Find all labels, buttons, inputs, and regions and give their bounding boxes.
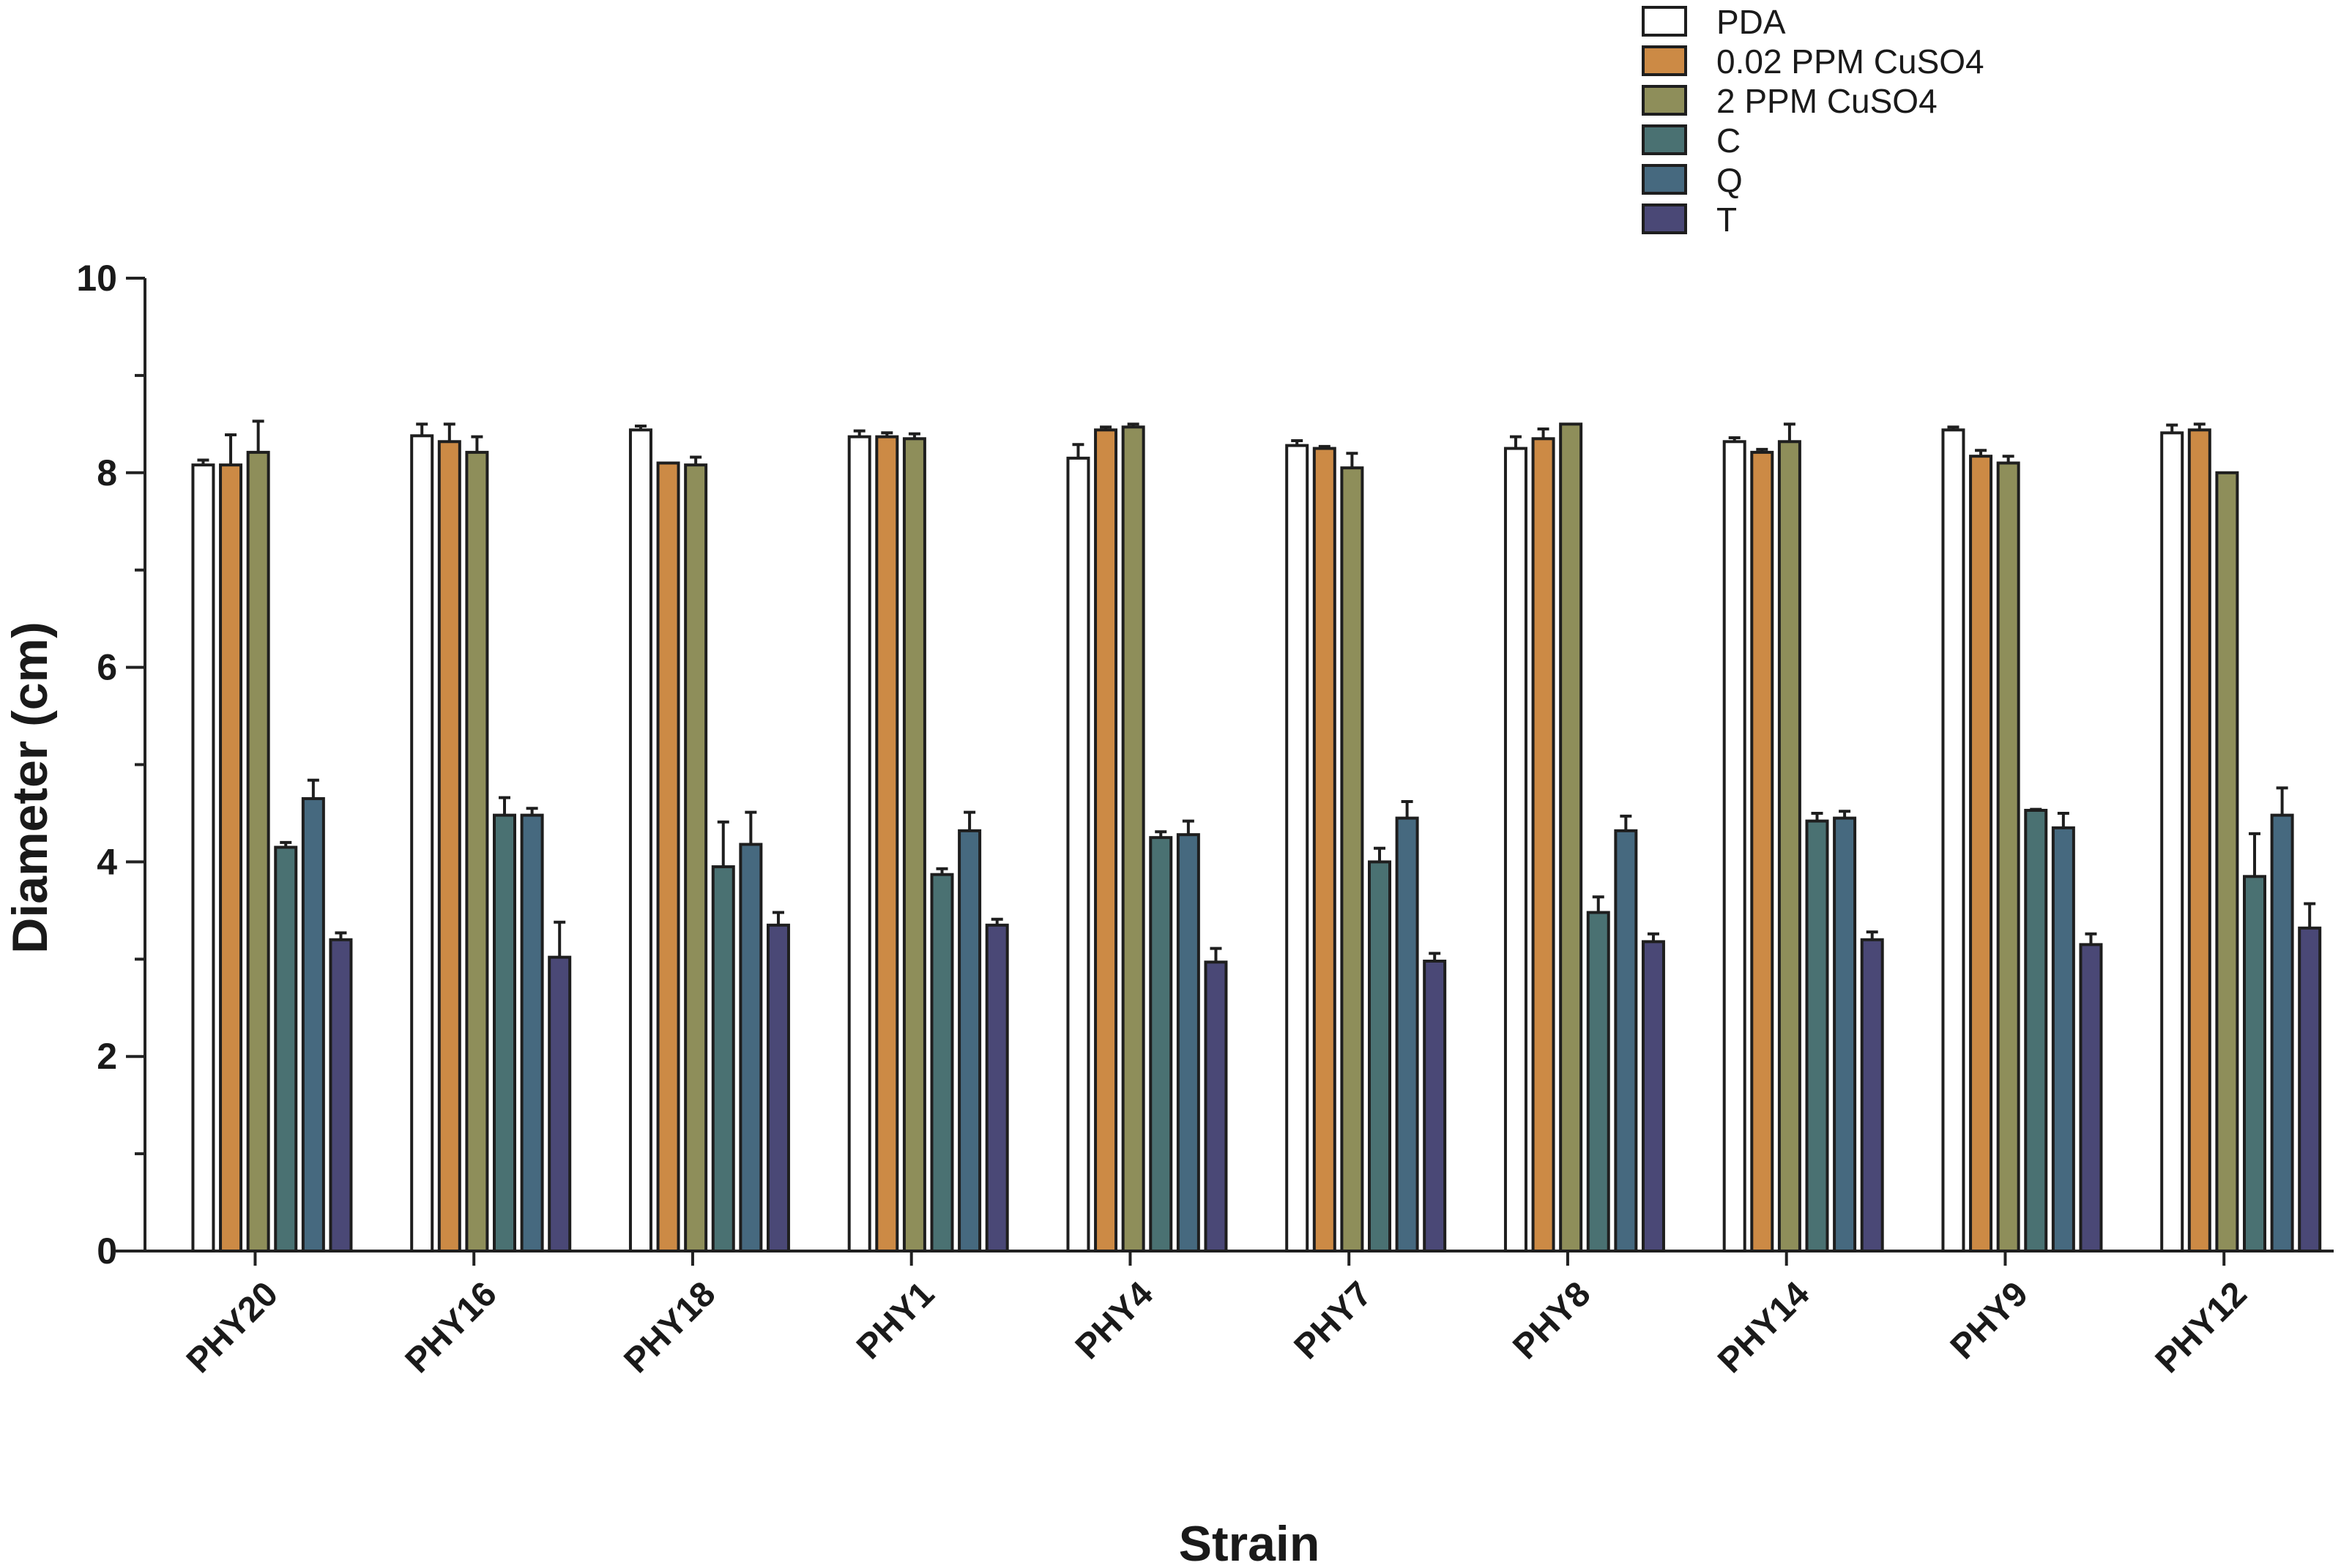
bar — [274, 845, 298, 1252]
x-tick-label: PHY14 — [1711, 1274, 1817, 1381]
x-tick-label: PHY18 — [617, 1274, 723, 1381]
bar — [2187, 428, 2211, 1252]
bar — [1941, 428, 1965, 1252]
x-axis-title: Strain — [1179, 1516, 1320, 1568]
bar — [1860, 938, 1884, 1252]
bar — [2298, 926, 2322, 1252]
bar — [1969, 455, 1993, 1252]
legend-label: C — [1716, 122, 1741, 160]
y-axis: 0 2 4 6 8 10 — [76, 258, 146, 1272]
bar — [1340, 466, 1364, 1252]
legend-swatch — [1642, 6, 1687, 37]
y-axis-title: Diameter (cm) — [2, 621, 58, 954]
y-tick-label: 8 — [97, 452, 117, 493]
x-tick-label: PHY4 — [1068, 1274, 1161, 1367]
bar — [1777, 440, 1801, 1252]
bar — [1395, 816, 1419, 1252]
bar — [2024, 808, 2048, 1252]
legend-swatch — [1642, 45, 1687, 76]
legend-swatch — [1642, 85, 1687, 116]
bar — [2243, 875, 2267, 1252]
legend-swatch — [1642, 124, 1687, 155]
bar — [329, 938, 353, 1252]
bar — [958, 829, 982, 1252]
legend-swatch — [1642, 164, 1687, 195]
bar — [1423, 959, 1447, 1252]
legend-label: 0.02 PPM CuSO4 — [1716, 42, 1984, 81]
bar — [1285, 444, 1309, 1252]
bar — [1833, 816, 1857, 1252]
legend-label: 2 PPM CuSO4 — [1716, 82, 1938, 120]
bar — [219, 463, 243, 1253]
bar — [847, 435, 871, 1253]
y-tick-label: 10 — [76, 258, 117, 299]
bar — [985, 923, 1009, 1253]
x-tick-label: PHY16 — [398, 1274, 505, 1381]
bar — [1586, 911, 1610, 1253]
bar — [711, 865, 735, 1253]
bar — [1204, 960, 1228, 1252]
bar — [902, 437, 926, 1252]
legend-label: PDA — [1716, 3, 1786, 41]
bar — [1176, 833, 1200, 1252]
bar — [684, 463, 708, 1253]
x-tick-label: PHY9 — [1943, 1274, 2036, 1367]
bar — [246, 450, 270, 1252]
bar — [1531, 437, 1555, 1252]
bar — [548, 955, 572, 1252]
x-tick-label: PHY8 — [1506, 1274, 1598, 1367]
bar-series-group — [191, 419, 2322, 1253]
bar — [628, 428, 652, 1252]
x-tick-label: PHY12 — [2148, 1274, 2255, 1381]
bar — [301, 797, 325, 1252]
bar — [766, 923, 790, 1253]
bar — [2051, 826, 2075, 1252]
bar — [1312, 447, 1336, 1253]
y-tick-label: 6 — [97, 647, 117, 688]
bar — [930, 873, 954, 1252]
bar — [465, 450, 489, 1252]
bar — [1094, 428, 1118, 1252]
bar — [2270, 813, 2294, 1253]
bar — [1121, 425, 1145, 1252]
bar — [191, 463, 215, 1253]
bar — [1559, 422, 1583, 1252]
bar — [2160, 431, 2184, 1252]
bar — [2079, 943, 2103, 1252]
bar — [1066, 456, 1090, 1252]
legend-label: Q — [1716, 161, 1743, 199]
y-tick-label: 0 — [97, 1231, 117, 1272]
bar — [437, 440, 461, 1252]
bar — [1805, 819, 1829, 1253]
legend-label: T — [1716, 201, 1737, 239]
bar — [520, 813, 544, 1253]
bar — [493, 813, 517, 1253]
x-tick-label: PHY1 — [849, 1274, 942, 1367]
bar — [1750, 450, 1774, 1252]
bar — [2215, 471, 2239, 1252]
bar — [1149, 836, 1173, 1253]
bar — [1614, 829, 1638, 1252]
bar — [410, 434, 434, 1252]
bar — [1722, 440, 1746, 1252]
x-tick-label: PHY20 — [179, 1274, 286, 1381]
bar — [1503, 447, 1527, 1253]
bar — [1641, 940, 1665, 1253]
bar — [875, 435, 899, 1253]
y-tick-label: 4 — [97, 841, 117, 882]
y-tick-label: 2 — [97, 1036, 117, 1077]
bar — [1368, 860, 1392, 1252]
bar — [1996, 461, 2020, 1252]
bar — [656, 461, 680, 1252]
bar — [739, 843, 763, 1252]
x-tick-label: PHY7 — [1287, 1274, 1380, 1367]
legend-swatch — [1642, 204, 1687, 234]
x-axis: PHY20 PHY16 PHY18 PHY1 PHY4 PHY7 PHY8 PHY14 PHY9… — [116, 1250, 2334, 1381]
